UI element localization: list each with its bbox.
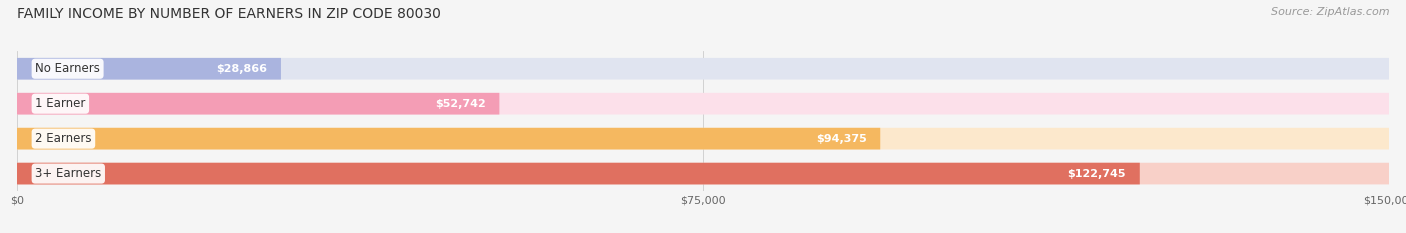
FancyBboxPatch shape [17,163,1140,185]
FancyBboxPatch shape [17,163,1389,185]
FancyBboxPatch shape [17,93,1389,115]
Text: $28,866: $28,866 [217,64,267,74]
Text: 1 Earner: 1 Earner [35,97,86,110]
Text: 3+ Earners: 3+ Earners [35,167,101,180]
Text: FAMILY INCOME BY NUMBER OF EARNERS IN ZIP CODE 80030: FAMILY INCOME BY NUMBER OF EARNERS IN ZI… [17,7,440,21]
Text: $52,742: $52,742 [434,99,485,109]
FancyBboxPatch shape [17,128,1389,150]
FancyBboxPatch shape [17,58,281,80]
FancyBboxPatch shape [17,93,499,115]
Text: No Earners: No Earners [35,62,100,75]
Text: 2 Earners: 2 Earners [35,132,91,145]
FancyBboxPatch shape [17,128,880,150]
Text: $122,745: $122,745 [1067,169,1126,178]
Text: $94,375: $94,375 [815,134,866,144]
Text: Source: ZipAtlas.com: Source: ZipAtlas.com [1271,7,1389,17]
FancyBboxPatch shape [17,58,1389,80]
